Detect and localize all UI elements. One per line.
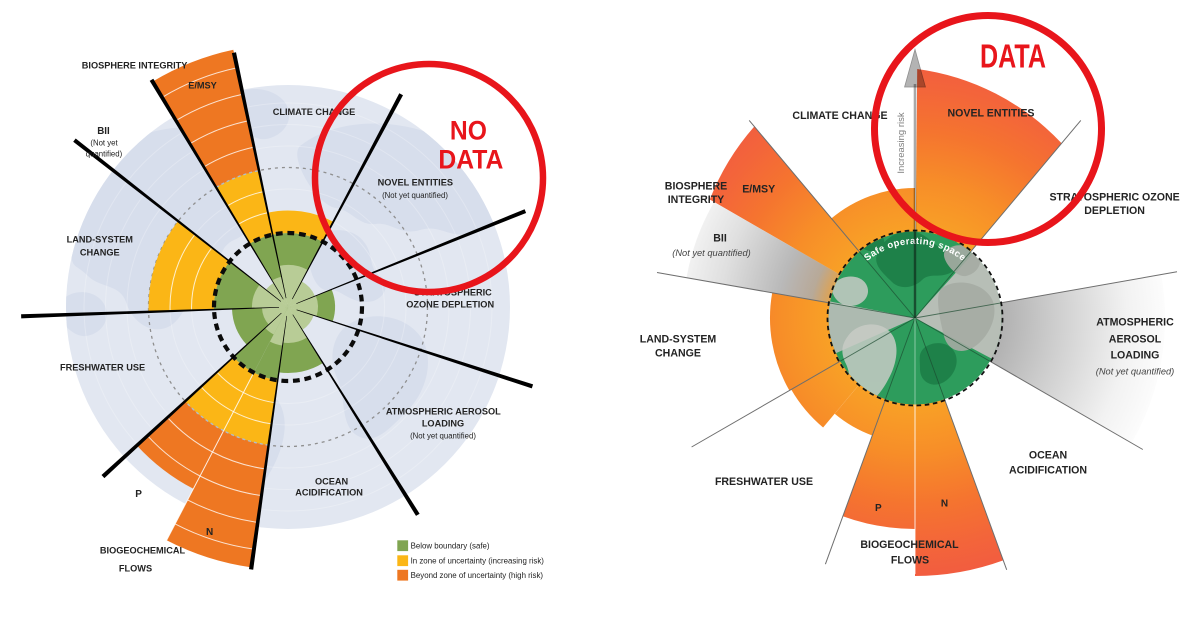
svg-text:LAND-SYSTEM: LAND-SYSTEM [640, 334, 717, 346]
svg-text:AEROSOL: AEROSOL [1109, 334, 1162, 346]
svg-text:(Not yet quantified): (Not yet quantified) [672, 248, 751, 258]
svg-text:quantified): quantified) [86, 150, 123, 159]
svg-text:FRESHWATER USE: FRESHWATER USE [715, 476, 813, 488]
svg-text:OCEAN: OCEAN [1029, 450, 1067, 462]
svg-text:DATA: DATA [980, 37, 1046, 74]
svg-text:In zone of uncertainty (increa: In zone of uncertainty (increasing risk) [411, 557, 545, 566]
svg-text:CLIMATE CHANGE: CLIMATE CHANGE [792, 110, 887, 122]
svg-text:P: P [875, 503, 882, 514]
svg-text:E/MSY: E/MSY [188, 81, 217, 91]
svg-text:LAND-SYSTEM: LAND-SYSTEM [67, 235, 134, 245]
svg-text:ATMOSPHERIC: ATMOSPHERIC [1096, 317, 1174, 329]
svg-text:CHANGE: CHANGE [80, 248, 120, 258]
svg-text:LOADING: LOADING [1111, 350, 1160, 362]
svg-text:FRESHWATER USE: FRESHWATER USE [60, 363, 145, 373]
svg-text:ATMOSPHERIC AEROSOL: ATMOSPHERIC AEROSOL [386, 407, 501, 417]
svg-text:Beyond zone of uncertainty (hi: Beyond zone of uncertainty (high risk) [411, 571, 544, 580]
svg-text:N: N [206, 527, 213, 538]
svg-text:OCEAN: OCEAN [315, 477, 349, 487]
svg-text:DEPLETION: DEPLETION [1084, 205, 1145, 217]
svg-text:BIOGEOCHEMICAL: BIOGEOCHEMICAL [860, 539, 959, 551]
svg-text:NOVEL ENTITIES: NOVEL ENTITIES [378, 178, 453, 188]
svg-text:LOADING: LOADING [422, 419, 464, 429]
svg-text:E/MSY: E/MSY [742, 184, 775, 196]
svg-text:FLOWS: FLOWS [119, 564, 152, 574]
svg-text:(Not yet quantified): (Not yet quantified) [410, 432, 476, 441]
svg-text:DATA: DATA [438, 145, 503, 175]
svg-text:CHANGE: CHANGE [655, 348, 701, 360]
svg-text:ACIDIFICATION: ACIDIFICATION [1009, 465, 1087, 477]
svg-text:BII: BII [97, 126, 110, 137]
svg-text:BII: BII [713, 233, 727, 245]
svg-text:Increasing risk: Increasing risk [896, 112, 907, 173]
svg-text:N: N [941, 499, 948, 510]
svg-text:ACIDIFICATION: ACIDIFICATION [295, 488, 363, 498]
svg-text:INTEGRITY: INTEGRITY [668, 194, 725, 206]
svg-text:P: P [135, 489, 142, 500]
svg-text:CLIMATE CHANGE: CLIMATE CHANGE [273, 107, 356, 117]
svg-text:BIOSPHERE INTEGRITY: BIOSPHERE INTEGRITY [82, 61, 188, 71]
svg-text:(Not yet quantified): (Not yet quantified) [1096, 367, 1175, 377]
svg-text:(Not yet: (Not yet [90, 139, 118, 148]
svg-text:Below boundary (safe): Below boundary (safe) [411, 542, 490, 551]
svg-text:OZONE DEPLETION: OZONE DEPLETION [406, 300, 494, 310]
svg-text:BIOGEOCHEMICAL: BIOGEOCHEMICAL [100, 546, 186, 556]
svg-text:FLOWS: FLOWS [891, 555, 929, 567]
svg-text:NO: NO [450, 116, 487, 146]
svg-text:STRATOSPHERIC OZONE: STRATOSPHERIC OZONE [1049, 192, 1179, 204]
svg-text:(Not yet quantified): (Not yet quantified) [382, 191, 448, 200]
svg-text:BIOSPHERE: BIOSPHERE [665, 181, 727, 193]
svg-text:NOVEL ENTITIES: NOVEL ENTITIES [948, 108, 1035, 120]
